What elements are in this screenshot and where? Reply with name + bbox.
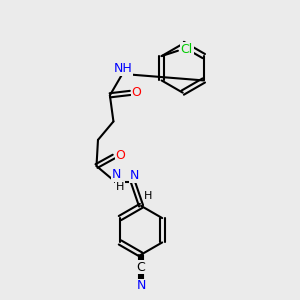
Text: H: H [116,182,124,192]
Text: O: O [115,149,125,162]
Text: C: C [137,261,146,274]
Text: N: N [136,279,146,292]
Text: O: O [132,86,142,99]
Text: NH: NH [114,62,132,75]
Text: H: H [143,191,152,201]
Text: N: N [112,169,121,182]
Text: N: N [130,169,139,182]
Text: Cl: Cl [181,43,193,56]
